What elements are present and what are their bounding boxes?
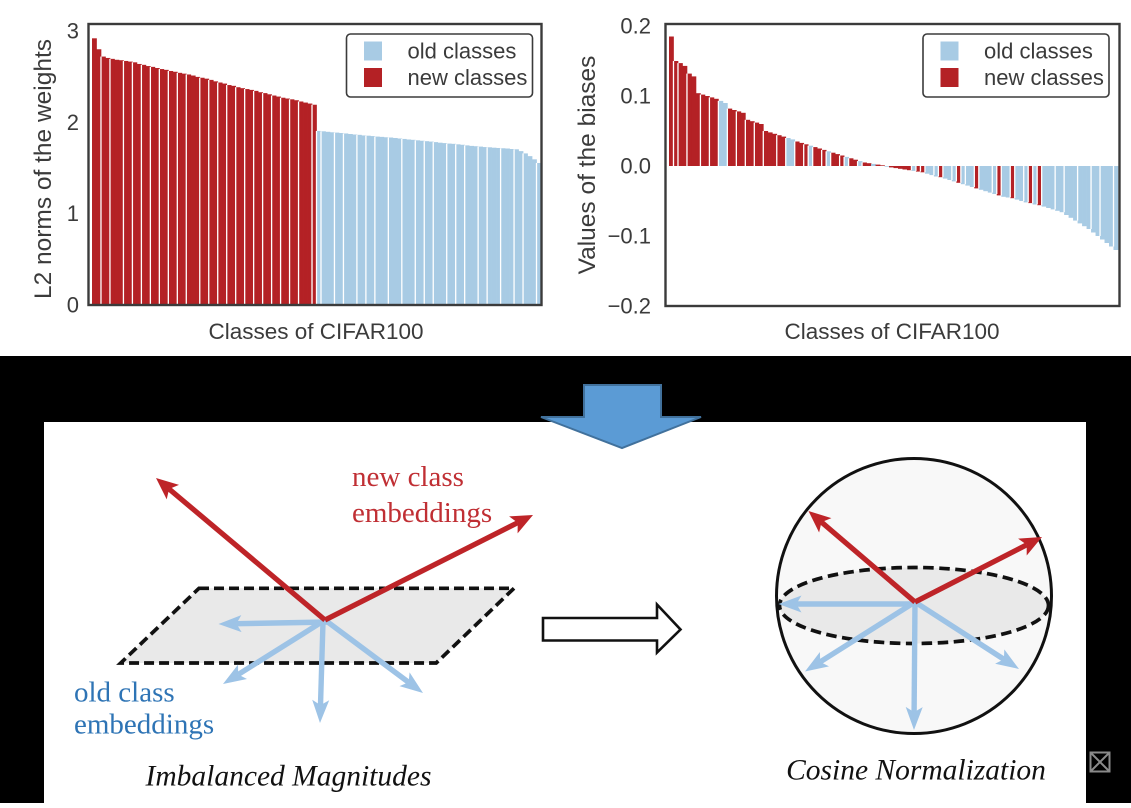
svg-text:−0.1: −0.1	[608, 224, 651, 249]
svg-text:3: 3	[67, 19, 79, 44]
svg-text:0: 0	[67, 293, 79, 318]
svg-text:new class: new class	[352, 461, 464, 493]
svg-text:embeddings: embeddings	[74, 709, 214, 741]
svg-text:Classes of CIFAR100: Classes of CIFAR100	[784, 319, 999, 344]
svg-text:old class: old class	[74, 677, 175, 709]
svg-text:−0.2: −0.2	[608, 294, 651, 319]
svg-text:2: 2	[67, 110, 79, 135]
svg-text:Imbalanced Magnitudes: Imbalanced Magnitudes	[145, 761, 432, 793]
svg-text:0.0: 0.0	[620, 154, 651, 179]
svg-text:L2 norms of the weights: L2 norms of the weights	[30, 39, 57, 299]
svg-text:embeddings: embeddings	[352, 497, 492, 529]
svg-text:new classes: new classes	[408, 65, 528, 90]
svg-text:old classes: old classes	[984, 39, 1093, 64]
svg-text:0.2: 0.2	[620, 14, 651, 39]
svg-text:1: 1	[67, 201, 79, 226]
svg-text:Values of the biases: Values of the biases	[574, 56, 601, 275]
svg-text:0.1: 0.1	[620, 84, 651, 109]
svg-text:new classes: new classes	[984, 65, 1104, 90]
svg-text:Classes of CIFAR100: Classes of CIFAR100	[208, 319, 423, 344]
svg-text:Cosine Normalization: Cosine Normalization	[786, 755, 1046, 787]
svg-text:old classes: old classes	[408, 39, 517, 64]
